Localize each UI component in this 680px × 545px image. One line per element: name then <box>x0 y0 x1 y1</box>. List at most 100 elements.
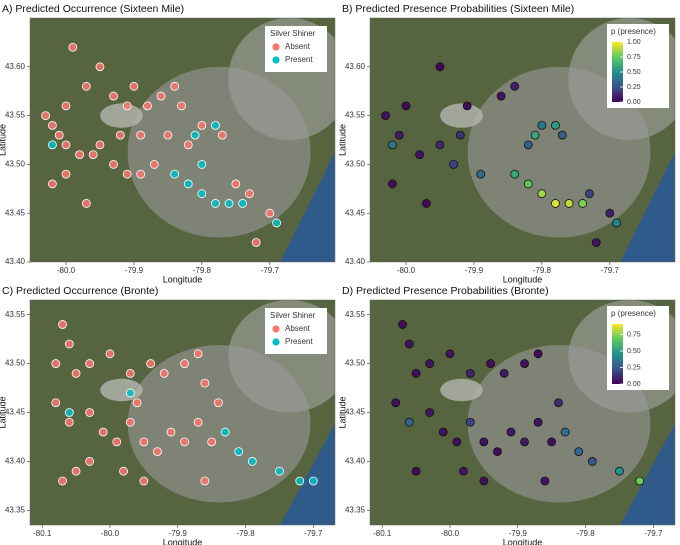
point <box>143 101 152 111</box>
point <box>136 169 146 179</box>
point <box>183 140 193 150</box>
point <box>41 111 51 120</box>
legend-swatch <box>271 55 281 65</box>
point <box>197 120 207 130</box>
point <box>214 398 223 408</box>
y-axis-title: Latitude <box>0 396 7 428</box>
point <box>64 339 74 349</box>
point <box>170 81 180 91</box>
point <box>493 447 502 457</box>
legend-title: Silver Shiner <box>270 29 316 38</box>
point <box>394 130 404 140</box>
point <box>125 388 135 398</box>
colorbar-tick-label: 0.75 <box>627 331 641 338</box>
point <box>231 179 241 189</box>
plot-border <box>29 17 336 263</box>
point <box>207 437 217 447</box>
point <box>247 457 257 466</box>
x-axis-title: Longitude <box>503 537 543 545</box>
point <box>585 189 594 199</box>
colorbar-tick-label: 0.25 <box>627 84 641 91</box>
colorbar-title: p (presence) <box>611 309 656 318</box>
y-tick-label: 43.60 <box>5 62 26 71</box>
y-tick-label: 43.50 <box>5 359 26 368</box>
lake <box>620 152 675 262</box>
point <box>125 368 135 378</box>
point <box>245 189 254 199</box>
point <box>455 130 465 140</box>
point <box>159 368 169 378</box>
y-tick-label: 43.50 <box>345 359 366 368</box>
point <box>295 476 305 486</box>
x-tick-label: -79.7 <box>644 529 663 538</box>
colorbar-title: p (presence) <box>611 27 656 36</box>
point <box>401 101 411 111</box>
x-tick-label: -80.0 <box>397 266 416 275</box>
point <box>510 81 520 91</box>
point <box>520 437 529 447</box>
x-tick-label: -79.7 <box>601 266 620 275</box>
point <box>68 42 78 52</box>
point <box>48 140 57 150</box>
point <box>115 130 125 140</box>
y-tick-label: 43.55 <box>345 310 366 319</box>
point <box>605 208 615 218</box>
point <box>71 368 81 378</box>
point <box>81 81 91 91</box>
x-tick-label: -79.9 <box>509 529 528 538</box>
point <box>540 476 550 486</box>
legend-label: Present <box>285 337 313 346</box>
point <box>459 466 468 476</box>
lake <box>280 423 335 525</box>
point <box>479 476 489 486</box>
point <box>404 339 414 349</box>
point <box>557 130 567 140</box>
point <box>109 159 118 169</box>
point <box>183 179 193 189</box>
point <box>496 91 506 101</box>
point <box>153 447 162 457</box>
point <box>578 199 588 208</box>
point <box>200 476 210 486</box>
point <box>156 91 166 101</box>
y-tick-label: 43.50 <box>345 160 366 169</box>
point <box>238 199 248 208</box>
y-tick-label: 43.45 <box>345 408 366 417</box>
legend-label: Present <box>285 55 313 64</box>
x-tick-label: -79.8 <box>193 266 212 275</box>
colorbar-tick-label: 0.00 <box>627 381 641 388</box>
point <box>272 218 281 228</box>
panel-title: C) Predicted Occurrence (Bronte) <box>2 285 158 297</box>
point <box>612 218 621 228</box>
point <box>265 208 275 218</box>
x-tick-label: -79.8 <box>576 529 595 538</box>
point <box>197 159 207 169</box>
point <box>510 169 520 179</box>
point <box>438 427 448 437</box>
point <box>591 238 601 247</box>
point <box>163 130 173 140</box>
point <box>381 111 391 120</box>
point <box>61 101 71 111</box>
point <box>415 150 424 160</box>
point <box>51 359 61 368</box>
urban <box>100 103 143 128</box>
y-tick-label: 43.40 <box>345 457 366 466</box>
point <box>615 466 624 476</box>
legend-swatch <box>271 324 281 334</box>
point <box>119 466 128 476</box>
point <box>479 437 489 447</box>
point <box>54 130 64 140</box>
colorbar <box>612 324 623 384</box>
x-tick-label: -79.9 <box>169 529 188 538</box>
point <box>109 91 118 101</box>
y-tick-label: 43.40 <box>345 257 366 266</box>
point <box>85 457 95 466</box>
point <box>435 140 445 150</box>
point <box>71 466 81 476</box>
point <box>139 437 149 447</box>
x-tick-label: -79.7 <box>304 529 323 538</box>
point <box>425 359 435 368</box>
point <box>452 437 462 447</box>
point <box>506 427 516 437</box>
